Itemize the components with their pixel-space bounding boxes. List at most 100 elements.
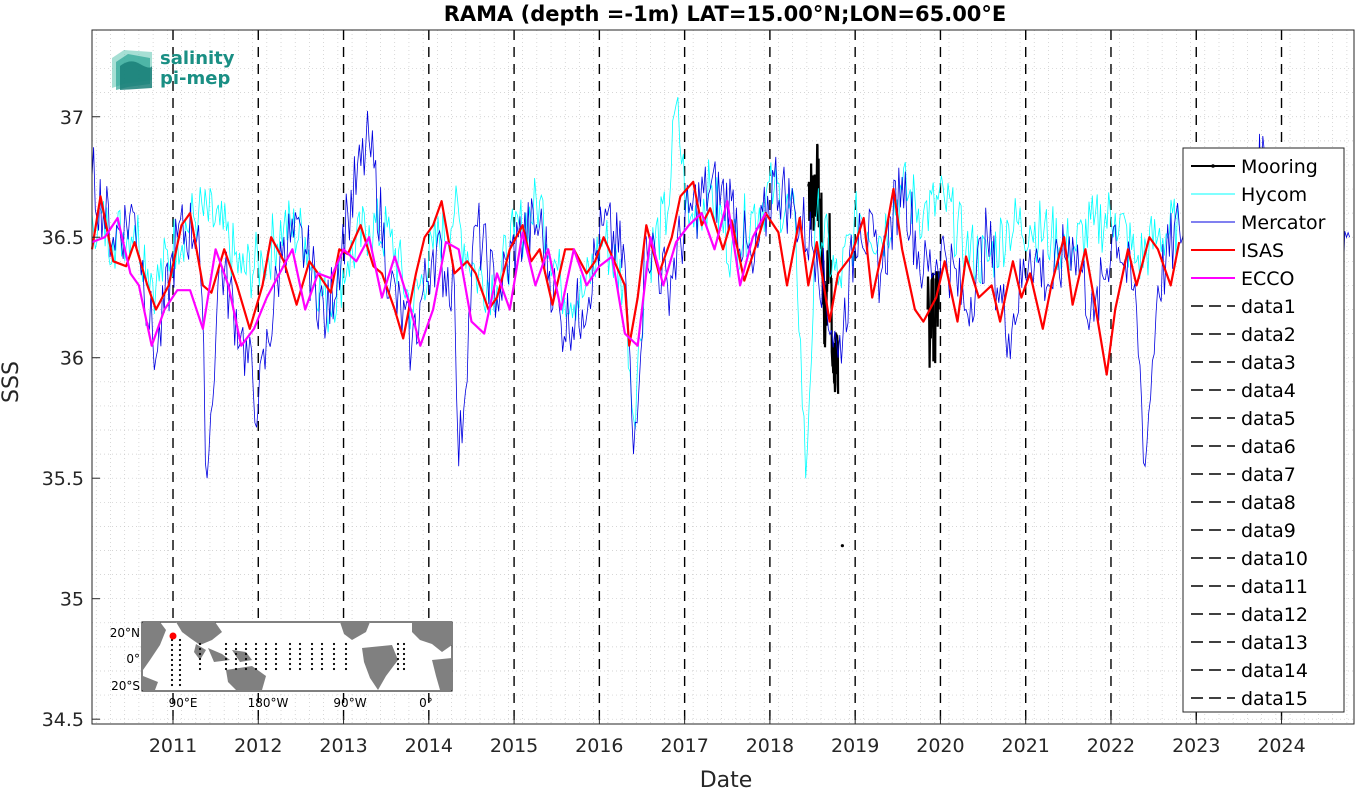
array-dot <box>254 667 258 671</box>
array-dot <box>178 653 182 657</box>
legend-label-data15: data15 <box>1241 688 1308 710</box>
array-dot <box>234 652 238 656</box>
array-dot <box>402 662 406 666</box>
array-dot <box>170 663 174 667</box>
array-dot <box>170 658 174 662</box>
array-dot <box>170 653 174 657</box>
grid <box>92 30 1354 724</box>
chart-title: RAMA (depth =-1m) LAT=15.00°N;LON=65.00°… <box>444 2 1007 26</box>
legend-label-ecco: ECCO <box>1241 268 1295 290</box>
array-dot <box>344 647 348 651</box>
array-dot <box>396 652 400 656</box>
year-lines <box>172 30 1283 724</box>
y-axis-ticks: 34.5 35 35.5 36 36.5 37 <box>42 107 100 731</box>
array-dot <box>288 657 292 661</box>
legend-label-data3: data3 <box>1241 352 1296 374</box>
array-dot <box>288 662 292 666</box>
array-dot <box>178 663 182 667</box>
array-dot <box>402 657 406 661</box>
array-dot <box>264 642 268 646</box>
x-tick-label: 2012 <box>234 735 282 757</box>
array-dot <box>344 667 348 671</box>
logo-text-pi-mep: pi-mep <box>160 68 230 89</box>
array-dot <box>320 667 324 671</box>
array-dot <box>264 657 268 661</box>
array-dot <box>178 668 182 672</box>
land-masses <box>143 622 452 690</box>
legend-label-data8: data8 <box>1241 492 1296 514</box>
array-dot <box>178 673 182 677</box>
array-dot <box>396 667 400 671</box>
array-dot <box>198 652 202 656</box>
array-dot <box>298 642 302 646</box>
array-dot <box>310 652 314 656</box>
array-dot <box>402 652 406 656</box>
legend-label-mooring: Mooring <box>1241 156 1318 178</box>
legend-label-data7: data7 <box>1241 464 1296 486</box>
x-tick-label: 2016 <box>575 735 623 757</box>
array-dot <box>224 657 228 661</box>
x-tick-label: 2022 <box>1087 735 1135 757</box>
array-dot <box>244 667 248 671</box>
array-dot <box>298 662 302 666</box>
array-dot <box>288 647 292 651</box>
y-axis-label: SSS <box>0 361 24 403</box>
series-mooring-point <box>840 544 844 548</box>
legend-box <box>1182 147 1345 713</box>
logo-text-salinity: salinity <box>160 48 235 69</box>
legend-marker-mooring <box>1211 164 1215 168</box>
array-dot <box>310 657 314 661</box>
salinity-pi-mep-logo: salinity pi-mep <box>112 48 235 90</box>
legend-label-data6: data6 <box>1241 436 1296 458</box>
array-dot <box>332 647 336 651</box>
legend-label-data4: data4 <box>1241 380 1296 402</box>
x-tick-label: 2024 <box>1257 735 1305 757</box>
inset-lat-tick-0: 0° <box>126 652 140 666</box>
array-dot <box>178 643 182 647</box>
array-dot <box>402 642 406 646</box>
y-tick-label: 34.5 <box>42 709 84 731</box>
x-tick-label: 2015 <box>490 735 538 757</box>
array-dot <box>234 657 238 661</box>
x-axis-label: Date <box>700 768 753 790</box>
array-dot <box>254 647 258 651</box>
array-dot <box>298 652 302 656</box>
location-marker <box>169 632 177 640</box>
array-dot <box>402 647 406 651</box>
array-dot <box>224 662 228 666</box>
array-dot <box>274 642 278 646</box>
array-dot <box>234 642 238 646</box>
array-dot <box>320 652 324 656</box>
array-dot <box>244 647 248 651</box>
inset-lon-tick-180w: 180°W <box>248 696 289 710</box>
series-hycom-line <box>91 97 1180 479</box>
array-dot <box>198 642 202 646</box>
array-dot <box>198 657 202 661</box>
x-tick-label: 2023 <box>1172 735 1220 757</box>
array-dot <box>310 642 314 646</box>
array-dot <box>298 657 302 661</box>
inset-lat-tick-20n: 20°N <box>110 626 140 640</box>
inset-map: 20°N 0° 20°S 90°E 180°W 90°W 0° <box>110 621 453 710</box>
array-dot <box>224 647 228 651</box>
array-dot <box>396 647 400 651</box>
legend-label-data11: data11 <box>1241 576 1308 598</box>
x-tick-label: 2013 <box>319 735 367 757</box>
array-dot <box>344 662 348 666</box>
array-dot <box>224 642 228 646</box>
array-dot <box>244 642 248 646</box>
array-dot <box>288 642 292 646</box>
array-dot <box>178 648 182 652</box>
array-dot <box>170 643 174 647</box>
array-dot <box>298 647 302 651</box>
series-mooring-segment-2 <box>926 271 940 368</box>
array-dot <box>332 642 336 646</box>
array-dot <box>332 657 336 661</box>
array-dot <box>274 647 278 651</box>
array-dot <box>178 638 182 642</box>
array-dot <box>264 662 268 666</box>
inset-lat-tick-20s: 20°S <box>111 679 140 693</box>
legend-label-data2: data2 <box>1241 324 1296 346</box>
wave-logo-icon <box>112 50 152 90</box>
